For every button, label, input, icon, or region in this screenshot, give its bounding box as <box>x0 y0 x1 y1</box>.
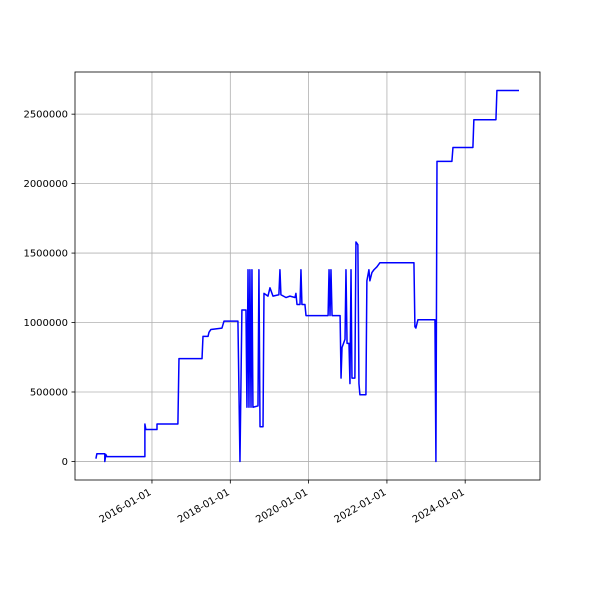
y-tick-label: 500000 <box>30 387 68 398</box>
data-line <box>95 89 519 463</box>
y-tick-label: 0 <box>62 457 68 468</box>
y-tick-label: 2500000 <box>23 110 68 121</box>
plot-area <box>75 72 540 480</box>
y-tick-label: 2000000 <box>23 179 68 190</box>
y-tick-label: 1500000 <box>23 249 68 260</box>
x-tick-label: 2018-01-01 <box>176 487 232 526</box>
x-tick-label: 2022-01-01 <box>333 487 389 526</box>
axes-frame <box>74 71 541 481</box>
y-tick-label: 1000000 <box>23 318 68 329</box>
x-tick-label: 2016-01-01 <box>98 487 154 526</box>
x-tick-label: 2024-01-01 <box>411 487 467 526</box>
x-tick-label: 2020-01-01 <box>254 487 310 526</box>
